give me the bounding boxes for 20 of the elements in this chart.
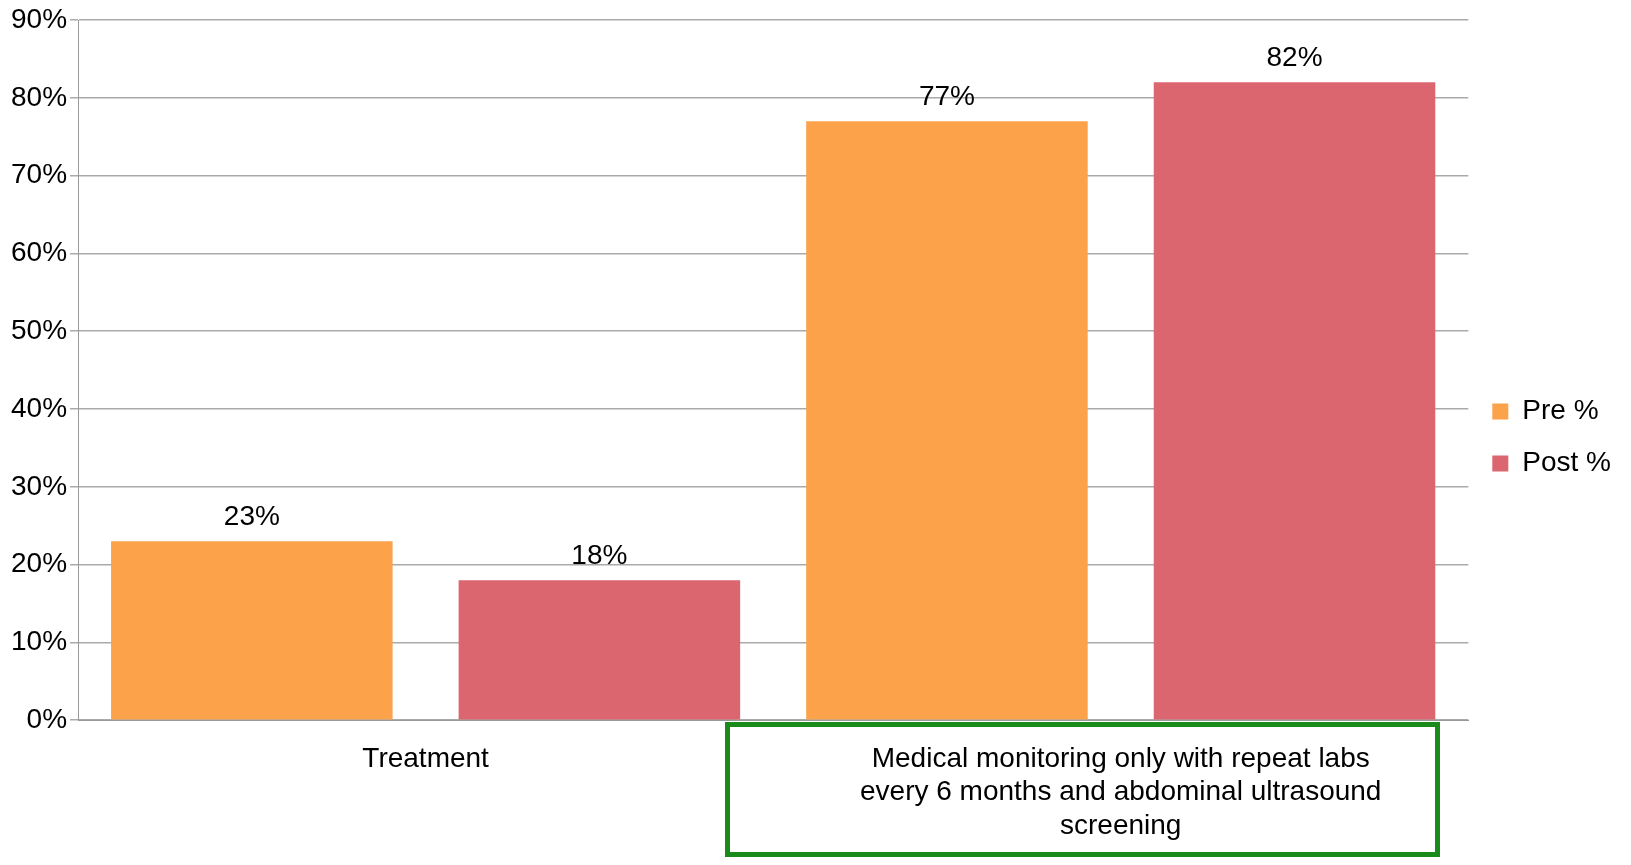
- bar: [111, 541, 393, 720]
- y-tick-label: 20%: [10, 547, 68, 579]
- legend-label: Post %: [1522, 446, 1611, 478]
- text: 77%: [918, 79, 975, 111]
- text: 82%: [1266, 40, 1323, 72]
- bar: [458, 580, 741, 720]
- y-tick-label: 90%: [10, 2, 68, 34]
- text: 18%: [571, 538, 628, 570]
- x-tick-label: Medical monitoring only with repeat labs every 6 months and abdominal ultrasound screening: [860, 741, 1382, 840]
- y-tick-label: 60%: [10, 236, 68, 268]
- y-tick-label: 70%: [10, 158, 68, 190]
- x-tick-label: Treatment: [362, 741, 490, 773]
- y-tick-label: 80%: [10, 80, 68, 112]
- y-tick-label: 50%: [10, 313, 68, 345]
- y-tick-label: 0%: [26, 702, 68, 734]
- text: 23%: [223, 499, 280, 531]
- y-tick-label: 10%: [10, 625, 68, 657]
- legend-label: Pre %: [1522, 394, 1599, 426]
- y-tick-label: 40%: [10, 391, 68, 423]
- y-tick-label: 30%: [10, 469, 68, 501]
